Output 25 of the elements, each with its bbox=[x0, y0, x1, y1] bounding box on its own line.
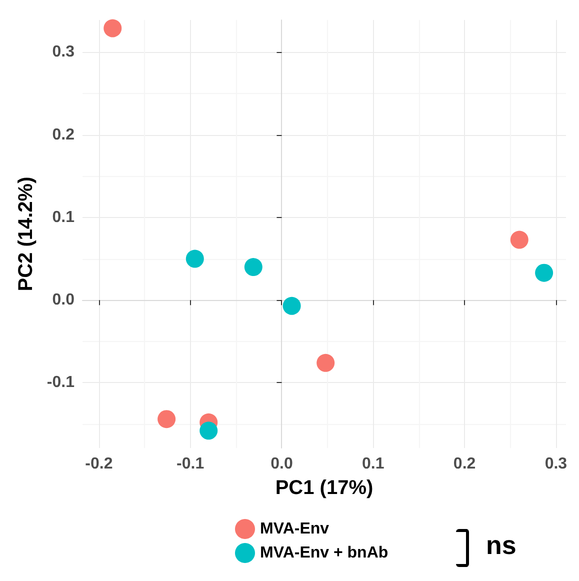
point bbox=[535, 264, 554, 282]
point bbox=[104, 19, 122, 38]
legend-label: MVA-Env + bnAb bbox=[260, 544, 388, 562]
y-tick-label: 0.3 bbox=[52, 44, 75, 61]
point bbox=[158, 410, 176, 428]
y-tick-label: 0.1 bbox=[52, 208, 75, 226]
text: ns bbox=[486, 530, 516, 561]
y-axis-title: PC2 (14.2%) bbox=[15, 176, 37, 292]
x-tick-label: -0.1 bbox=[176, 456, 204, 472]
point bbox=[510, 230, 528, 249]
point bbox=[282, 296, 301, 315]
legend-label: MVA-Env bbox=[260, 520, 330, 538]
x-tick-label: 0.3 bbox=[544, 456, 568, 472]
point bbox=[200, 422, 218, 440]
y-tick-label: -0.1 bbox=[46, 374, 75, 392]
y-tick-label: 0.2 bbox=[52, 126, 75, 144]
x-tick-label: 0.0 bbox=[270, 456, 293, 472]
x-axis-title: PC1 (17%) bbox=[275, 477, 374, 499]
point bbox=[316, 354, 335, 372]
x-tick-label: 0.1 bbox=[362, 456, 384, 472]
y-tick-label: 0.0 bbox=[52, 292, 75, 309]
point bbox=[244, 258, 262, 276]
x-tick-label: 0.2 bbox=[453, 456, 476, 472]
point bbox=[186, 250, 204, 268]
x-tick-label: -0.2 bbox=[85, 456, 113, 472]
